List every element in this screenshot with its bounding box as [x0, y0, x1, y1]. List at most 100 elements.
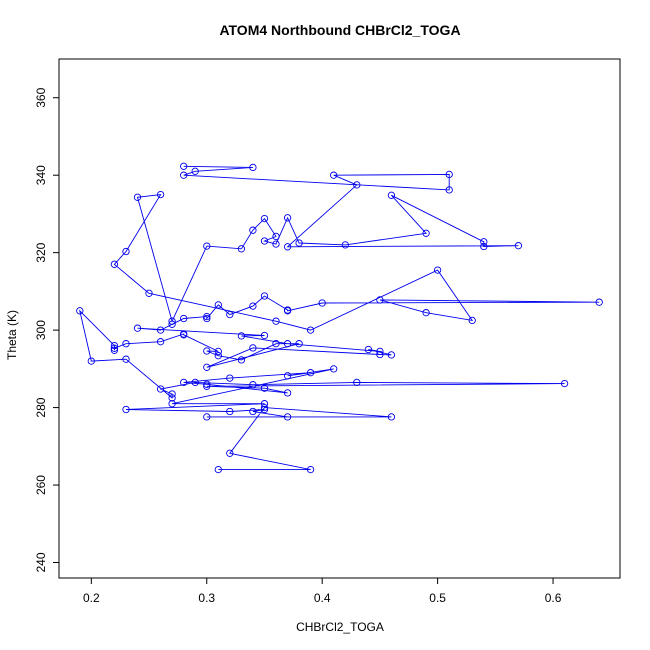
data-point	[180, 378, 188, 387]
data-point	[203, 312, 211, 321]
data-point	[237, 332, 246, 340]
data-point	[156, 190, 165, 199]
data-point	[341, 241, 349, 249]
data-point	[306, 369, 315, 377]
data-point	[249, 226, 257, 234]
data-point	[445, 186, 453, 194]
y-tick-label: 280	[34, 397, 48, 417]
data-point	[306, 465, 315, 474]
data-point	[560, 379, 569, 388]
data-point	[180, 331, 188, 339]
data-point	[156, 385, 165, 393]
data-point	[133, 193, 142, 201]
data-point	[283, 243, 292, 251]
data-point	[364, 345, 373, 354]
data-point	[260, 214, 269, 223]
data-point	[422, 309, 430, 317]
data-point	[422, 229, 430, 237]
data-point	[272, 232, 280, 241]
data-point	[283, 307, 292, 315]
data-point	[330, 171, 338, 179]
data-point	[387, 351, 396, 359]
data-point	[283, 340, 292, 348]
data-point	[226, 374, 234, 382]
data-point	[283, 214, 292, 222]
data-point	[226, 407, 234, 416]
data-point	[203, 314, 211, 323]
data-point	[214, 301, 222, 309]
data-point	[249, 407, 257, 416]
data-point	[203, 347, 211, 355]
data-point	[203, 363, 211, 371]
data-point	[122, 340, 130, 348]
data-point	[110, 346, 119, 354]
data-point	[76, 307, 84, 315]
data-point	[110, 260, 119, 268]
data-point	[376, 296, 384, 304]
data-point	[156, 326, 165, 334]
data-point	[480, 238, 488, 246]
data-point	[272, 340, 280, 348]
data-point	[180, 171, 188, 179]
data-point	[110, 341, 119, 350]
data-point	[283, 372, 292, 380]
data-point	[318, 299, 326, 307]
data-point	[387, 191, 396, 199]
data-point	[214, 347, 222, 356]
data-point	[306, 326, 315, 334]
data-point	[156, 338, 165, 346]
data-point	[226, 310, 234, 319]
y-tick-label: 360	[34, 87, 48, 107]
data-point	[168, 317, 176, 325]
data-point	[122, 247, 130, 256]
data-point	[203, 380, 211, 388]
data-point	[249, 381, 257, 389]
data-point	[203, 242, 211, 250]
data-point	[145, 289, 153, 297]
data-point	[110, 344, 119, 352]
data-point	[168, 400, 176, 408]
data-point	[353, 181, 361, 189]
y-tick-label: 300	[34, 320, 48, 340]
data-point	[433, 266, 442, 274]
data-point	[191, 378, 199, 387]
x-tick-label: 0.4	[314, 591, 331, 605]
data-point	[595, 298, 603, 306]
data-point	[87, 357, 95, 365]
plot-frame	[58, 58, 621, 579]
series-line	[79, 165, 600, 471]
data-point	[260, 400, 269, 408]
data-point	[214, 465, 222, 474]
data-point	[226, 449, 234, 457]
data-point	[122, 355, 130, 363]
data-point	[260, 331, 269, 340]
data-point	[445, 170, 453, 179]
x-axis-label: CHBrCl2_TOGA	[296, 620, 384, 634]
data-point	[283, 413, 292, 421]
data-point	[480, 242, 488, 251]
data-point	[387, 413, 396, 421]
data-point	[191, 167, 199, 175]
data-point	[249, 302, 257, 310]
data-point	[260, 403, 269, 412]
data-point	[203, 382, 211, 390]
data-point	[180, 314, 188, 323]
data-point	[237, 356, 246, 364]
data-point	[272, 317, 280, 325]
data-point	[203, 413, 211, 421]
data-point	[272, 240, 280, 248]
y-tick-label: 240	[34, 552, 48, 572]
data-point	[214, 352, 222, 360]
x-tick-label: 0.3	[198, 591, 215, 605]
y-tick-label: 320	[34, 242, 48, 262]
data-point	[180, 162, 188, 170]
data-point	[260, 292, 269, 300]
data-point	[376, 347, 384, 356]
data-point	[376, 350, 384, 359]
data-point	[133, 324, 142, 332]
data-point	[283, 389, 292, 397]
data-point	[330, 365, 338, 373]
x-tick-label: 0.5	[429, 591, 446, 605]
